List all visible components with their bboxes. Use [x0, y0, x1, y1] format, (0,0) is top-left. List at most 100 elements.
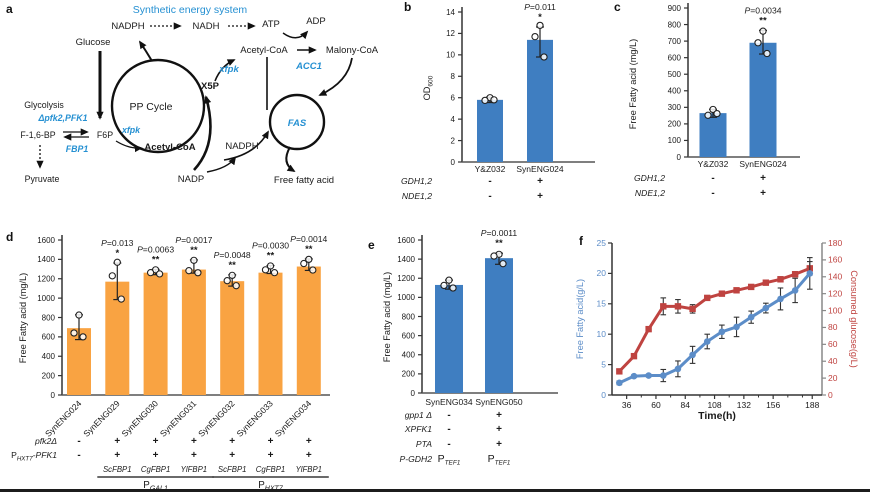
label-pyruvate: Pyruvate — [25, 174, 60, 184]
x-tick-label: 84 — [681, 400, 691, 410]
glucose-marker — [791, 271, 799, 278]
ffa-marker — [689, 351, 696, 359]
y-tick-label: 1000 — [37, 294, 55, 303]
category-label: SynENG024 — [516, 164, 564, 174]
bar — [105, 281, 130, 395]
left-tick-label: 15 — [597, 299, 607, 309]
genotype-value: + — [229, 450, 235, 461]
right-tick-label: 0 — [828, 390, 833, 400]
ffa-marker — [674, 365, 682, 373]
left-tick-label: 10 — [597, 329, 607, 339]
bar — [258, 272, 283, 395]
label-xfpk-mid-gene: xfpk — [121, 125, 141, 135]
y-tick-label: 100 — [668, 136, 682, 145]
chart-b-od600: 0 2 4 6 8 10 12 14 OD600 Y&Z032 *P=0.011 SynENG024 G… — [401, 2, 595, 202]
genotype-value: + — [153, 436, 159, 447]
fas-cycle-circle — [268, 93, 326, 151]
data-point — [449, 284, 457, 292]
label-pfk-gene: Δpfk2,PFK1 — [38, 113, 88, 123]
y-tick-label: 200 — [402, 370, 416, 379]
ffa-marker — [718, 328, 726, 336]
category-label: SynENG029 — [81, 398, 122, 439]
x-tick-label: 108 — [707, 400, 721, 410]
left-tick-label: 0 — [601, 390, 606, 400]
ffa-marker — [806, 270, 814, 277]
y-tick-label: 1000 — [397, 293, 415, 302]
left-tick-label: 25 — [597, 238, 607, 248]
label-free-fatty-acid: Free fatty acid — [274, 175, 334, 186]
data-point — [155, 270, 164, 278]
data-point — [540, 53, 548, 61]
left-tick-label: 5 — [601, 359, 606, 369]
y-tick-label: 900 — [668, 4, 682, 13]
ffa-marker — [791, 287, 799, 294]
panel-label-a: a — [6, 2, 13, 16]
genotype-value: - — [447, 410, 450, 421]
label-nadp: NADP — [178, 174, 204, 185]
y-axis-label: Free Fatty acid (mg/L) — [382, 272, 392, 362]
bar — [435, 284, 463, 393]
category-label: Y&Z032 — [475, 164, 506, 174]
genotype-row-label: NDE1,2 — [402, 191, 432, 201]
y-tick-label: 400 — [402, 351, 416, 360]
y-tick-label: 12 — [446, 29, 455, 38]
glucose-marker — [660, 303, 667, 310]
significance-stars: ** — [228, 260, 236, 271]
y-tick-label: 200 — [668, 120, 682, 129]
data-point — [763, 49, 771, 58]
x-tick-label: 132 — [737, 400, 751, 410]
data-point — [713, 109, 721, 118]
y-tick-label: 14 — [446, 8, 455, 17]
data-point — [704, 111, 712, 119]
y-tick-label: 800 — [402, 312, 416, 321]
fbp1-variant-label: YlFBP1 — [181, 465, 207, 474]
p-value-label: P=0.0063 — [137, 244, 174, 254]
genotype-value: + — [268, 450, 274, 461]
genotype-value: + — [268, 436, 274, 447]
glucose-marker — [704, 294, 711, 302]
data-point — [536, 21, 544, 30]
significance-stars: * — [538, 12, 542, 23]
genotype-value: + — [537, 191, 543, 202]
p-value-label: P=0.0030 — [252, 241, 289, 251]
genotype-value: + — [306, 436, 312, 447]
right-tick-label: 20 — [828, 373, 838, 383]
genotype-value: - — [77, 450, 80, 461]
glucose-marker — [733, 287, 740, 294]
fbp1-variant-label: ScFBP1 — [103, 465, 132, 474]
category-label: Y&Z032 — [698, 159, 729, 169]
genotype-value: + — [496, 424, 502, 435]
ffa-marker — [777, 295, 784, 303]
p-value-label: P=0.0014 — [290, 234, 327, 244]
flow-arrow — [318, 57, 353, 96]
chart-d-ffa-strains: 0 200 400 600 800 1000 1200 1400 1600 Free Fatty … — [11, 234, 330, 493]
y-tick-label: 4 — [451, 115, 456, 124]
x-axis-label: Time(h) — [698, 410, 736, 422]
genotype-row-label: GDH1,2 — [634, 173, 665, 183]
data-point — [531, 32, 539, 41]
data-point — [266, 262, 275, 270]
genotype-value: + — [114, 450, 120, 461]
p-value-label: P=0.0017 — [175, 235, 212, 245]
bar — [749, 42, 777, 158]
genotype-value: + — [537, 176, 543, 187]
y-tick-label: 0 — [677, 153, 682, 162]
y-tick-label: 300 — [668, 103, 682, 112]
bar — [143, 272, 168, 395]
glucose-marker — [630, 352, 638, 360]
glucose-line — [617, 266, 812, 373]
genotype-row-label: XPFK1 — [404, 424, 432, 434]
ffa-marker — [747, 313, 755, 321]
x-tick-label: 156 — [766, 400, 780, 410]
y-tick-label: 6 — [451, 94, 456, 103]
y-tick-label: 400 — [668, 87, 682, 96]
data-point — [146, 268, 155, 277]
glucose-marker — [747, 283, 755, 291]
flow-arrow — [206, 156, 237, 173]
genotype-row-label: PTA — [416, 439, 432, 449]
genotype-value: + — [191, 436, 197, 447]
data-point — [754, 39, 762, 47]
metabolic-pathway-diagram: Synthetic energy system NADPH NADH ATP A… — [20, 4, 378, 186]
category-label: SynENG030 — [120, 398, 161, 439]
genotype-row-label: PHXT7-PFK1 — [11, 450, 57, 463]
